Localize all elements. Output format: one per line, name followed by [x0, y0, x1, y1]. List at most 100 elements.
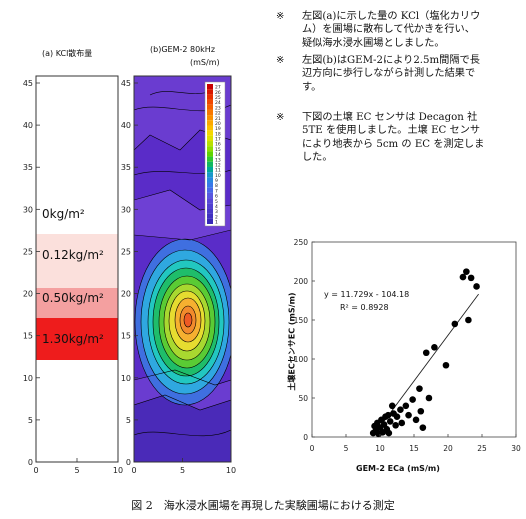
colorbar-swatch	[207, 218, 213, 224]
note-2: ※ 左図(b)はGEM-2により2.5m間隔で長 辺方向に歩行しながら計測した結…	[276, 54, 526, 96]
colorbar-label: 16	[215, 142, 221, 148]
band-label-0: 0kg/m²	[42, 207, 85, 221]
colorbar-label: 20	[215, 121, 221, 127]
scatter-point	[419, 424, 427, 431]
panel-b-title: (b)GEM-2 80kHz	[150, 45, 216, 54]
colorbar-label: 6	[215, 194, 218, 200]
colorbar-label: 4	[215, 204, 218, 210]
note-line: す。	[302, 81, 322, 93]
y-tick-label: 15	[121, 332, 131, 341]
note-1: ※ 左図(a)に示した量の KCl（塩化カリウ ム）を圃場に散布して代かきを行い…	[276, 10, 526, 52]
colorbar-label: 18	[215, 131, 221, 137]
x-tick-label: 5	[74, 466, 79, 475]
colorbar-swatch	[207, 187, 213, 193]
colorbar-label: 10	[215, 173, 221, 179]
colorbar-label: 23	[215, 105, 221, 111]
x-tick-label: 10	[113, 466, 123, 475]
colorbar-label: 5	[215, 199, 218, 205]
y-tick-label: 5	[28, 416, 33, 425]
y-tick-label: 100	[294, 355, 309, 364]
y-tick-label: 10	[121, 374, 131, 383]
colorbar-swatch	[207, 203, 213, 209]
scatter-point	[384, 411, 392, 419]
colorbar-label: 19	[215, 126, 221, 132]
scatter-point	[398, 419, 406, 427]
note-line: 左図(b)はGEM-2により2.5m間隔で長	[302, 55, 480, 66]
scatter-point	[431, 344, 438, 351]
panel-b-unit: (mS/m)	[190, 58, 220, 67]
colorbar-swatch	[207, 177, 213, 183]
colorbar-swatch	[207, 151, 213, 157]
y-tick-label: 45	[23, 79, 33, 88]
scatter-point	[385, 429, 393, 437]
scatter-point	[459, 273, 467, 281]
scatter-r2: R² = 0.8928	[340, 303, 389, 312]
panel-b-x-ticks: 0 5 10	[131, 458, 236, 475]
y-tick-label: 10	[23, 374, 33, 383]
scatter-point	[416, 385, 423, 392]
band-0-12	[36, 234, 118, 288]
scatter-point	[425, 394, 433, 402]
note-mark: ※	[276, 55, 285, 66]
note-mark: ※	[276, 112, 285, 123]
x-tick-label: 0	[310, 444, 315, 453]
colorbar-swatch	[207, 208, 213, 214]
colorbar: 2726252423222120191817161514131211109876…	[207, 84, 221, 226]
colorbar-label: 24	[215, 100, 221, 106]
colorbar-label: 14	[215, 152, 221, 158]
scatter-point	[409, 396, 416, 403]
band-label-012: 0.12kg/m²	[42, 248, 104, 262]
colorbar-label: 26	[215, 90, 221, 96]
scatter-point	[442, 361, 450, 369]
scatter-point	[463, 268, 470, 275]
x-tick-label: 25	[477, 444, 487, 453]
colorbar-swatch	[207, 104, 213, 110]
y-tick-label: 50	[298, 394, 308, 403]
colorbar-swatch	[207, 125, 213, 131]
y-tick-label: 40	[23, 121, 33, 130]
colorbar-swatch	[207, 213, 213, 219]
colorbar-label: 2	[215, 214, 218, 220]
scatter-point	[465, 316, 472, 324]
panel-b-y-ticks: 45 40 35 30 25 20 15 10 5 0	[121, 79, 138, 467]
colorbar-swatch	[207, 115, 213, 121]
y-tick-label: 30	[121, 205, 131, 214]
colorbar-swatch	[207, 99, 213, 105]
scatter-x-ticks: 0 5 10 15 20 25 30	[310, 434, 521, 453]
y-tick-label: 35	[23, 163, 33, 172]
colorbar-label: 13	[215, 157, 221, 163]
colorbar-swatch	[207, 109, 213, 116]
scatter-point	[467, 274, 475, 282]
scatter-point	[386, 418, 394, 425]
x-tick-label: 5	[180, 466, 185, 475]
figure-caption: 図 2 海水浸水圃場を再現した実験圃場における測定	[131, 499, 395, 512]
x-tick-label: 15	[409, 444, 419, 453]
colorbar-swatch	[207, 146, 213, 152]
x-tick-label: 30	[511, 444, 521, 453]
note-3: ※ 下図の土壌 EC センサは Decagon 社 5TE を使用しました。土壌…	[276, 111, 526, 167]
scatter-point	[422, 349, 430, 357]
colorbar-swatch	[207, 161, 213, 167]
colorbar-label: 25	[215, 95, 221, 101]
y-tick-label: 200	[294, 277, 309, 286]
x-tick-label: 5	[344, 444, 349, 453]
y-tick-label: 25	[121, 247, 131, 256]
scatter-plot-area	[311, 241, 517, 438]
panel-a-x-ticks: 0 5 10	[33, 458, 123, 475]
colorbar-swatch	[207, 156, 213, 162]
scatter-point	[393, 413, 401, 421]
colorbar-label: 11	[215, 168, 221, 174]
y-tick-label: 5	[126, 416, 131, 425]
y-tick-label: 20	[23, 290, 33, 299]
y-tick-label: 250	[294, 238, 309, 247]
scatter-point	[473, 283, 480, 290]
colorbar-label: 17	[215, 137, 221, 143]
x-tick-label: 20	[443, 444, 453, 453]
colorbar-label: 21	[215, 116, 221, 122]
colorbar-label: 12	[215, 162, 221, 168]
scatter-point	[402, 402, 410, 410]
y-tick-label: 15	[23, 332, 33, 341]
colorbar-label: 3	[215, 209, 218, 215]
y-tick-label: 35	[121, 163, 131, 172]
